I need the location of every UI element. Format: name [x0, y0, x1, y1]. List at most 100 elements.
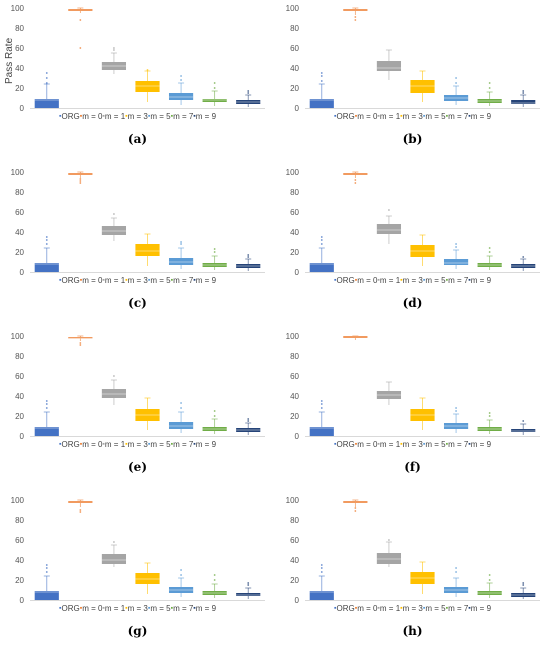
chart-panel: 0 20 40 60 80 100 ▪ORG▪m = 0▪m = 1▪m = 3▪m = 5…	[0, 492, 275, 654]
y-tick-label: 80	[290, 516, 299, 525]
y-tick-label: 100	[286, 496, 300, 505]
box	[443, 259, 469, 265]
legend-swatch: ▪	[468, 605, 471, 612]
legend-item: ▪m = 3	[400, 276, 423, 285]
outlier-point	[455, 77, 457, 79]
outlier-point	[320, 243, 323, 245]
legend-swatch: ▪	[125, 441, 128, 448]
legend-swatch: ▪	[400, 441, 403, 448]
legend-swatch: ▪	[468, 113, 471, 120]
box-plot: 0 20 40 60 80 100	[11, 168, 265, 277]
legend-item: ▪m = 1	[377, 112, 400, 121]
outlier-point	[247, 420, 250, 422]
legend-item: ▪m = 9	[468, 112, 491, 121]
legend-swatch: ▪	[468, 277, 471, 284]
legend-label: m = 7	[448, 112, 469, 121]
y-tick-label: 20	[290, 84, 299, 93]
outlier-point	[45, 236, 48, 238]
legend-swatch: ▪	[422, 441, 426, 448]
legend-label: ORG	[61, 440, 80, 449]
legend-swatch: ▪	[125, 113, 128, 120]
box	[376, 553, 402, 564]
outlier-point	[113, 49, 115, 51]
chart-panel: 0 20 40 60 80 100 ▪ORG▪m = 0▪m = 1▪m = 3▪m = 5…	[275, 492, 550, 654]
legend-item: ▪m = 5	[423, 276, 446, 285]
legend: ▪ORG▪m = 0▪m = 1▪m = 3▪m = 5▪m = 7▪m = 9	[275, 276, 550, 285]
legend-swatch: ▪	[400, 277, 403, 284]
legend-swatch: ▪	[354, 441, 358, 448]
panel-caption: (a)	[127, 132, 148, 146]
outlier-point	[247, 256, 250, 258]
legend-item: ▪m = 3	[125, 276, 148, 285]
y-tick-label: 60	[290, 44, 299, 53]
outlier-point	[180, 75, 182, 77]
y-tick-label: 60	[15, 44, 24, 53]
outlier-point	[320, 407, 323, 409]
y-tick-label: 20	[15, 412, 24, 421]
y-tick-label: 0	[20, 104, 25, 113]
legend-item: ▪m = 3	[125, 440, 148, 449]
legend-swatch: ▪	[422, 277, 426, 284]
outlier-point	[488, 415, 491, 417]
outlier-point	[180, 402, 182, 404]
legend-item: ▪m = 9	[193, 112, 216, 121]
outlier-point	[320, 72, 323, 74]
y-tick-label: 0	[20, 596, 25, 605]
legend-item: ▪m = 5	[423, 112, 446, 121]
legend-label: m = 9	[195, 604, 217, 613]
chart-panel: 0 20 40 60 80 100 ▪ORG▪m = 0▪m = 1▪m = 3▪m = 5…	[275, 328, 550, 490]
legend-item: ▪m = 0	[355, 276, 378, 285]
legend-swatch: ▪	[170, 441, 174, 448]
y-tick-label: 20	[15, 84, 24, 93]
outlier-point	[247, 92, 250, 94]
outlier-point	[213, 87, 216, 89]
legend-swatch: ▪	[125, 277, 128, 284]
outlier-point	[354, 510, 357, 512]
legend-swatch: ▪	[147, 605, 151, 612]
legend-label: m = 9	[470, 276, 492, 285]
legend-label: m = 9	[470, 440, 492, 449]
legend-label: m = 3	[127, 604, 148, 613]
legend-item: ▪ORG	[334, 112, 355, 121]
outlier-point	[180, 243, 182, 245]
outlier-point	[213, 82, 216, 84]
legend-label: ORG	[61, 276, 80, 285]
legend-item: ▪ORG	[59, 604, 80, 613]
legend-label: m = 7	[448, 604, 469, 613]
outlier-point	[113, 47, 115, 49]
y-tick-label: 0	[20, 268, 25, 277]
chart-panel: 0 20 40 60 80 100 ▪ORG▪m = 0▪m = 1▪m = 3▪m = 5…	[275, 164, 550, 326]
legend-swatch: ▪	[79, 441, 83, 448]
legend-item: ▪m = 1	[377, 276, 400, 285]
y-tick-label: 40	[290, 556, 299, 565]
outlier-point	[79, 182, 82, 184]
legend-item: ▪m = 9	[468, 276, 491, 285]
legend-swatch: ▪	[377, 605, 380, 612]
legend-item: ▪m = 0	[80, 440, 103, 449]
legend-label: m = 5	[150, 112, 171, 121]
outlier-point	[45, 564, 48, 566]
legend-item: ▪m = 3	[125, 604, 148, 613]
y-tick-label: 60	[15, 208, 24, 217]
outlier-point	[320, 567, 323, 569]
box	[511, 429, 536, 432]
outlier-point	[79, 342, 82, 344]
legend-label: m = 7	[448, 276, 469, 285]
box-plot: 0 20 40 60 80 100	[286, 4, 540, 113]
legend-label: m = 0	[357, 440, 378, 449]
box	[34, 99, 59, 108]
outlier-point	[354, 16, 357, 18]
legend-label: m = 5	[150, 276, 171, 285]
outlier-point	[180, 574, 182, 576]
y-tick-label: 100	[286, 168, 300, 177]
legend-swatch: ▪	[445, 113, 449, 120]
chart-panel: 0 20 40 60 80 100 Pass Rate ▪ORG▪m = 0▪m = 1▪m …	[0, 0, 275, 162]
panel-caption: (c)	[128, 296, 147, 310]
legend-item: ▪m = 1	[377, 604, 400, 613]
legend-swatch: ▪	[193, 441, 196, 448]
box-plot: 0 20 40 60 80 100	[286, 168, 540, 277]
legend-swatch: ▪	[170, 605, 174, 612]
outlier-point	[45, 407, 48, 409]
legend-label: m = 9	[195, 112, 217, 121]
legend-swatch: ▪	[445, 277, 449, 284]
